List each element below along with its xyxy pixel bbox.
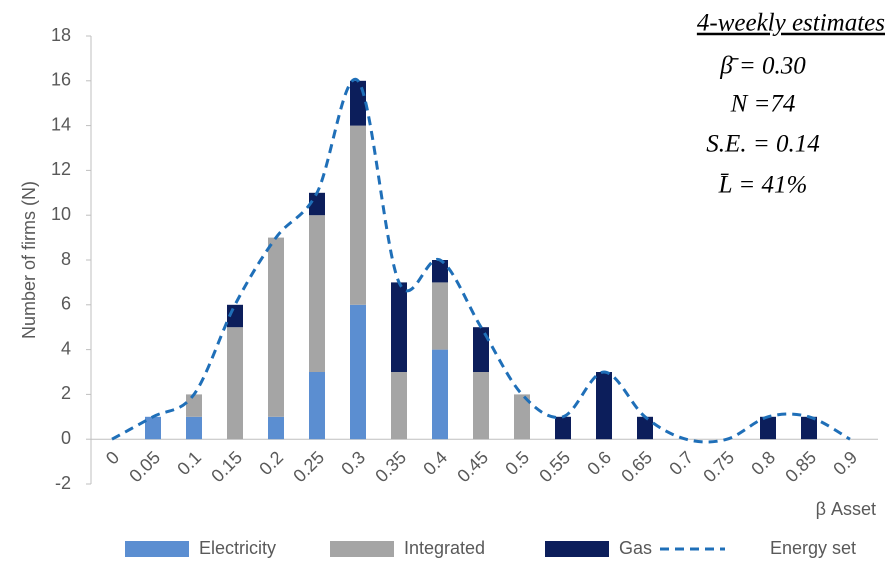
x-axis-label: β Asset: [816, 499, 876, 519]
legend-swatch: [545, 541, 609, 557]
bar-segment: [145, 416, 161, 440]
x-tick-label: 0.75: [699, 447, 738, 486]
annotation: N =74: [730, 91, 796, 118]
bar-segment: [309, 192, 325, 216]
bar-segment: [432, 282, 448, 350]
y-tick-label: 14: [51, 114, 71, 134]
y-tick-label: 0: [61, 428, 71, 448]
y-tick-label: 6: [61, 294, 71, 314]
bar-segment: [350, 80, 366, 126]
x-tick-label: 0.35: [371, 447, 410, 486]
x-tick-label: 0: [102, 447, 123, 468]
x-tick-label: 0.2: [255, 447, 287, 479]
bar-segment: [350, 304, 366, 440]
x-tick-label: 0.5: [501, 447, 533, 479]
bar-segment: [473, 372, 489, 440]
x-tick-label: 0.25: [289, 447, 328, 486]
bar-segment: [473, 327, 489, 372]
x-tick-label: 0.4: [419, 447, 451, 479]
y-tick-label: 2: [61, 383, 71, 403]
bar-segment: [514, 394, 530, 440]
x-tick-label: 0.05: [125, 447, 164, 486]
y-tick-label: 12: [51, 159, 71, 179]
bar-segment: [391, 282, 407, 372]
bar-segment: [637, 416, 653, 440]
bar-segment: [309, 215, 325, 372]
y-tick-label: 18: [51, 25, 71, 45]
y-axis-label: Number of firms (N): [19, 181, 39, 339]
line-series: [111, 77, 851, 444]
y-tick-label: 16: [51, 70, 71, 90]
bar-segment: [432, 349, 448, 440]
x-tick-label: 0.1: [173, 447, 205, 479]
x-tick-label: 0.8: [747, 447, 779, 479]
legend-label: Electricity: [199, 538, 276, 558]
legend-label: Integrated: [404, 538, 485, 558]
bar-segment: [350, 125, 366, 305]
y-tick-label: 4: [61, 338, 71, 358]
annotation: β̄ = 0.30: [719, 53, 806, 80]
annotation: S.E. = 0.14: [706, 131, 819, 158]
annotation: L̄ = 41%: [718, 172, 808, 199]
x-tick-label: 0.45: [453, 447, 492, 486]
x-tick-label: 0.65: [617, 447, 656, 486]
x-tick-label: 0.55: [535, 447, 574, 486]
bar-segment: [309, 372, 325, 440]
legend-swatch: [125, 541, 189, 557]
bar-segment: [801, 416, 817, 440]
x-tick-label: 0.7: [665, 447, 697, 479]
bar-segment: [391, 372, 407, 440]
legend-label: Gas: [619, 538, 652, 558]
y-tick-label: 10: [51, 204, 71, 224]
legend-swatch: [330, 541, 394, 557]
bar-segment: [596, 372, 612, 440]
bar-segment: [432, 260, 448, 283]
annotation: 4-weekly estimates: [697, 10, 885, 37]
legend-label: Energy set: [770, 538, 856, 558]
x-tick-label: 0.15: [207, 447, 246, 486]
x-tick-label: 0.85: [781, 447, 820, 486]
bar-segment: [760, 416, 776, 440]
bar-segment: [186, 394, 202, 417]
bar-segment: [555, 416, 571, 440]
bar-segment: [268, 237, 284, 417]
x-tick-label: 0.9: [829, 447, 861, 479]
bar-segment: [227, 327, 243, 440]
x-tick-label: 0.6: [583, 447, 615, 479]
x-tick-label: 0.3: [337, 447, 369, 479]
y-tick-label: -2: [55, 473, 71, 493]
y-tick-label: 8: [61, 249, 71, 269]
bar-segment: [268, 416, 284, 440]
bar-segment: [186, 416, 202, 440]
